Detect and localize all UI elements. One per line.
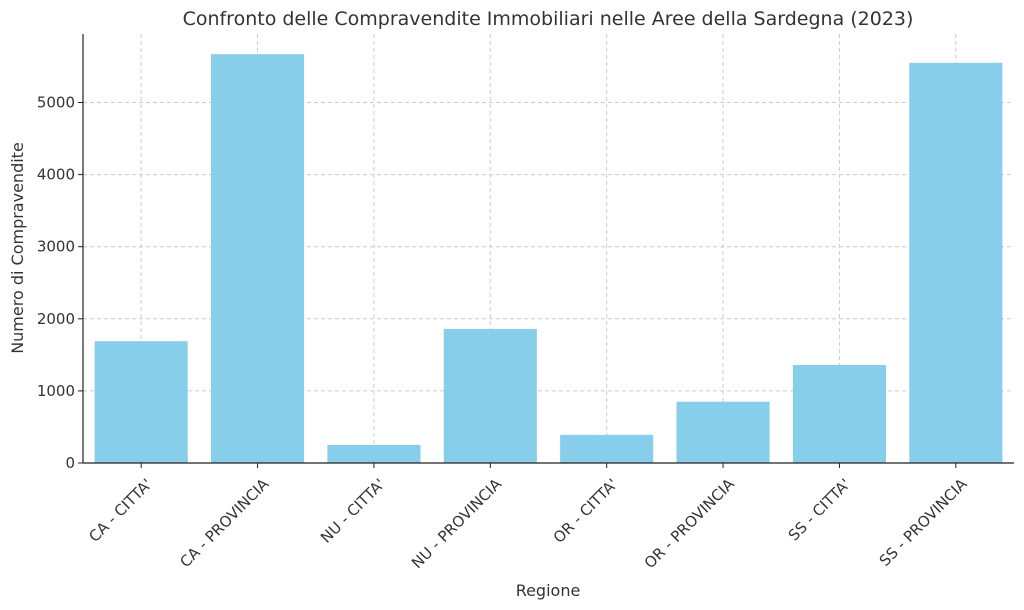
axes: 0 1000 2000 3000 4000 5000 CA - CITTA' CA - PRO… bbox=[37, 34, 1014, 572]
bars bbox=[94, 54, 1003, 464]
x-tick-label: NU - CITTA' bbox=[317, 475, 389, 547]
bar bbox=[676, 401, 770, 463]
bar bbox=[792, 364, 886, 463]
bar bbox=[560, 434, 654, 463]
y-tick-label: 5000 bbox=[37, 93, 75, 111]
x-tick-label: OR - CITTA' bbox=[550, 475, 622, 547]
y-tick-label: 4000 bbox=[37, 166, 75, 184]
y-axis-label: Numero di Compravendite bbox=[8, 142, 27, 354]
x-axis-label: Regione bbox=[516, 581, 581, 600]
y-tick-label: 1000 bbox=[37, 382, 75, 400]
y-tick-label: 3000 bbox=[37, 238, 75, 256]
y-tick-label: 0 bbox=[65, 454, 75, 472]
x-tick-label: OR - PROVINCIA bbox=[641, 475, 739, 573]
bar bbox=[443, 328, 537, 463]
x-tick-label: NU - PROVINCIA bbox=[408, 475, 506, 573]
y-tick-label: 2000 bbox=[37, 310, 75, 328]
x-tick-label: SS - PROVINCIA bbox=[876, 475, 971, 570]
chart-title: Confronto delle Compravendite Immobiliar… bbox=[183, 8, 914, 30]
x-tick-label: CA - CITTA' bbox=[85, 475, 156, 546]
x-tick-label: CA - PROVINCIA bbox=[176, 475, 273, 572]
bar bbox=[211, 54, 305, 464]
bar bbox=[327, 444, 421, 463]
bar bbox=[909, 62, 1003, 464]
x-tick-label: SS - CITTA' bbox=[785, 475, 854, 544]
bar bbox=[94, 341, 188, 463]
